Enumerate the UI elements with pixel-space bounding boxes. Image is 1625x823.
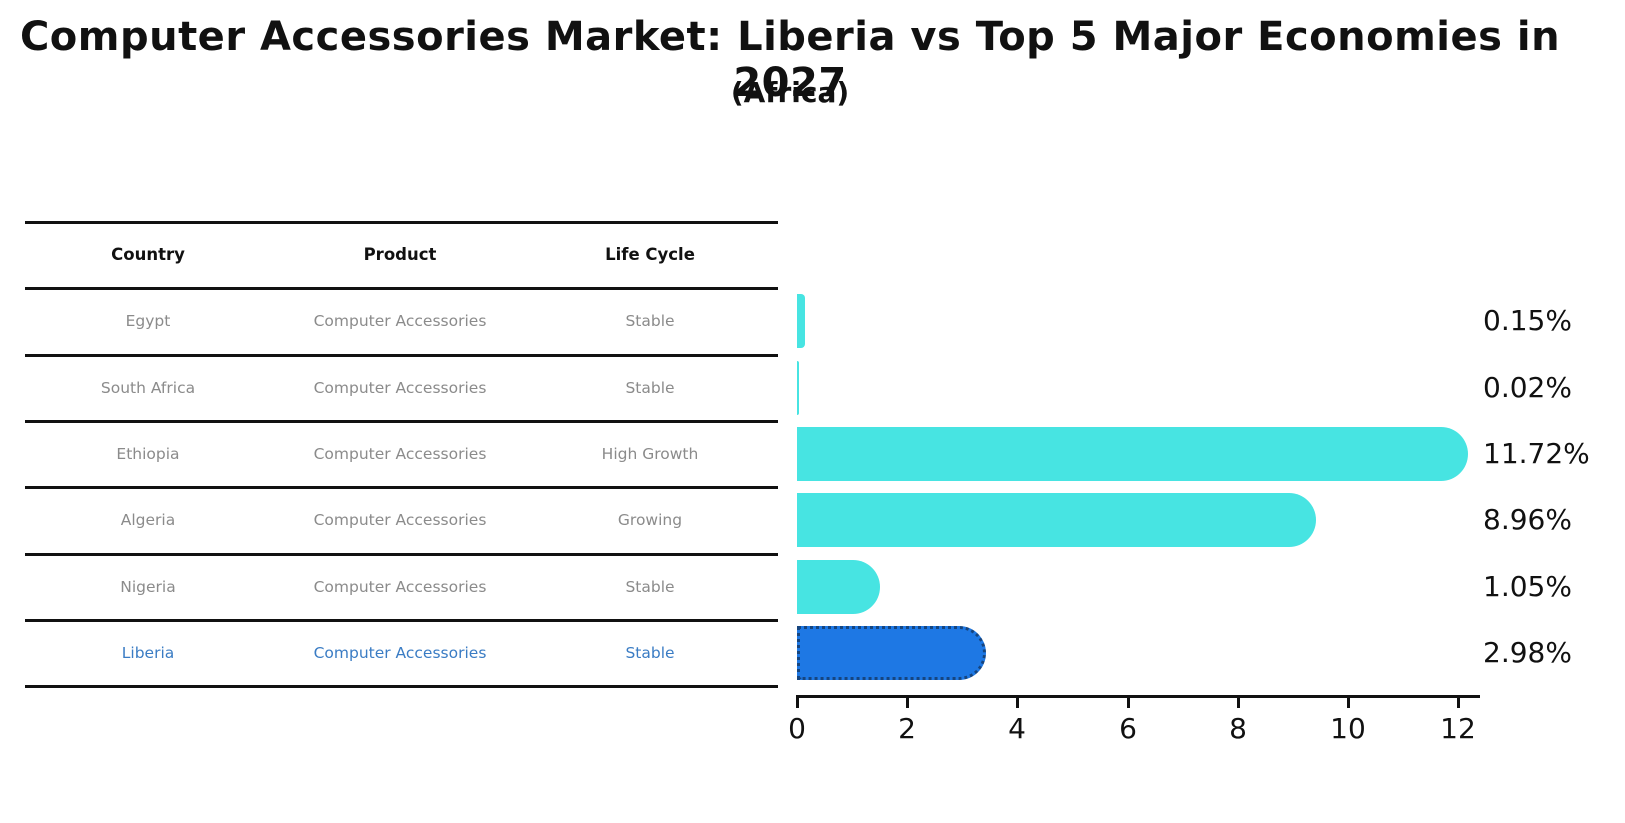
table-rule-line [25,420,778,423]
bar-liberia [797,626,986,680]
table-cell-product: Computer Accessories [313,644,487,662]
x-axis-tick [1016,695,1019,708]
table-cell-lifecycle: Growing [617,511,683,529]
table-cell-lifecycle: Stable [625,312,675,330]
bar-ethiopia [797,427,1468,481]
table-rule-line [25,354,778,357]
table-cell-lifecycle: Stable [625,644,675,662]
x-axis-tick [1457,695,1460,708]
table-cell-product: Computer Accessories [313,312,487,330]
table-rule-line [25,685,778,688]
table-cell-product: Computer Accessories [313,511,487,529]
table-rule-line [25,221,778,224]
x-axis-tick [1347,695,1350,708]
table-cell-lifecycle: Stable [625,379,675,397]
bar-nigeria [797,560,880,614]
bar-value-label: 0.15% [1483,304,1572,337]
table-cell-country: Nigeria [120,578,176,596]
x-axis-line [797,695,1480,698]
x-axis-tick-label: 4 [1008,712,1026,745]
table-rule-line [25,619,778,622]
bar-egypt [797,294,805,348]
bar-south-africa [797,361,799,415]
table-cell-product: Computer Accessories [313,379,487,397]
bar-value-label: 11.72% [1483,437,1590,470]
chart-subtitle: (Africa) [730,76,850,109]
table-cell-country: Egypt [125,312,171,330]
table-cell-country: South Africa [100,379,196,397]
x-axis-tick [1237,695,1240,708]
x-axis-tick [1127,695,1130,708]
table-header-product: Product [363,245,437,264]
table-rule-line [25,553,778,556]
table-cell-lifecycle: Stable [625,578,675,596]
table-cell-product: Computer Accessories [313,578,487,596]
bar-value-label: 2.98% [1483,636,1572,669]
bar-value-label: 1.05% [1483,570,1572,603]
x-axis-tick-label: 2 [898,712,916,745]
table-header-country: Country [111,245,185,264]
table-cell-country: Ethiopia [116,445,180,463]
x-axis-tick-label: 12 [1440,712,1476,745]
bar-algeria [797,493,1316,547]
chart-title: Computer Accessories Market: Liberia vs … [19,14,1561,106]
x-axis-tick-label: 0 [788,712,806,745]
table-header-lifecycle: Life Cycle [605,245,695,264]
table-cell-product: Computer Accessories [313,445,487,463]
x-axis-tick-label: 6 [1119,712,1137,745]
table-cell-country: Algeria [120,511,176,529]
bar-value-label: 0.02% [1483,371,1572,404]
x-axis-tick-label: 10 [1330,712,1366,745]
x-axis-tick [906,695,909,708]
bar-value-label: 8.96% [1483,503,1572,536]
table-rule-line [25,486,778,489]
table-cell-country: Liberia [121,644,175,662]
x-axis-tick-label: 8 [1229,712,1247,745]
x-axis-tick [796,695,799,708]
table-rule-line [25,287,778,290]
table-cell-lifecycle: High Growth [601,445,699,463]
